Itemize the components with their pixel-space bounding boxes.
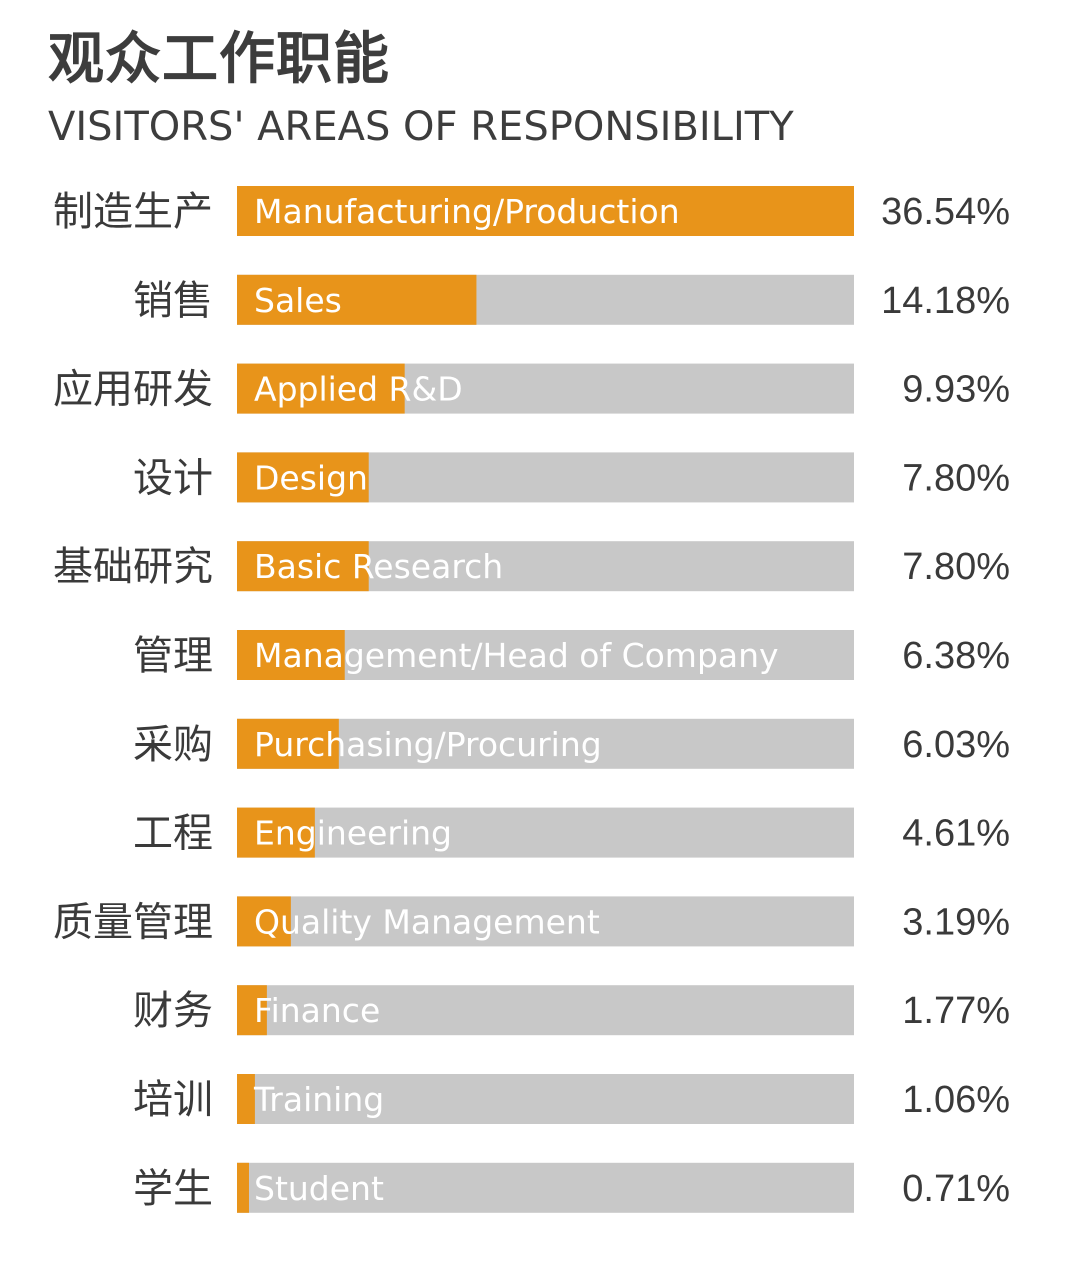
bar xyxy=(237,541,369,592)
category-label-cn: 制造生产 xyxy=(53,189,213,235)
category-label-cn: 学生 xyxy=(133,1166,213,1212)
bar xyxy=(237,363,405,414)
category-label-en: Applied R&D xyxy=(254,370,463,409)
value-label: 0.71% xyxy=(902,1168,1010,1210)
category-label-cn: 管理 xyxy=(133,633,213,679)
bar-track xyxy=(237,896,854,947)
bar-track xyxy=(237,807,854,858)
bar-track xyxy=(237,985,854,1036)
category-label-cn: 设计 xyxy=(133,455,213,501)
category-label-cn: 财务 xyxy=(133,988,213,1034)
page-subtitle: VISITORS' AREAS OF RESPONSIBILITY xyxy=(48,104,794,150)
value-label: 1.77% xyxy=(902,990,1010,1032)
value-label: 7.80% xyxy=(902,546,1010,588)
category-label-en: Training xyxy=(253,1080,384,1119)
category-label-en: Design xyxy=(254,458,368,497)
category-label-en: Student xyxy=(254,1169,384,1208)
bar xyxy=(237,1162,249,1213)
value-label: 14.18% xyxy=(881,280,1010,322)
category-label-cn: 质量管理 xyxy=(53,899,213,945)
value-label: 6.03% xyxy=(902,724,1010,766)
category-label-cn: 工程 xyxy=(133,811,213,857)
value-label: 1.06% xyxy=(902,1079,1010,1121)
value-label: 4.61% xyxy=(902,813,1010,855)
bar-track xyxy=(237,1074,854,1124)
category-label-cn: 采购 xyxy=(133,722,213,768)
category-label-cn: 应用研发 xyxy=(53,367,213,413)
bar xyxy=(237,274,477,325)
value-label: 7.80% xyxy=(902,457,1010,499)
bar xyxy=(237,186,854,236)
category-label-en: Finance xyxy=(254,991,380,1030)
bar xyxy=(237,452,369,503)
bar xyxy=(237,807,315,858)
category-label-en: Management/Head of Company xyxy=(254,636,779,675)
bar xyxy=(237,718,339,769)
bar-track xyxy=(237,718,854,769)
value-label: 3.19% xyxy=(902,901,1010,943)
category-label-cn: 培训 xyxy=(133,1077,213,1123)
bar xyxy=(237,985,267,1036)
bar xyxy=(237,896,291,947)
category-label-en: Purchasing/Procuring xyxy=(254,725,602,764)
category-label-en: Sales xyxy=(254,281,342,320)
value-label: 36.54% xyxy=(881,191,1010,233)
category-label-cn: 销售 xyxy=(133,278,213,324)
value-label: 6.38% xyxy=(902,635,1010,677)
bar xyxy=(237,630,345,680)
bar xyxy=(237,1074,255,1124)
category-label-cn: 基础研究 xyxy=(53,544,213,590)
value-label: 9.93% xyxy=(902,369,1010,411)
category-label-en: Quality Management xyxy=(254,902,600,941)
category-label-en: Basic Research xyxy=(254,547,503,586)
bar-track xyxy=(237,1162,854,1213)
category-label-en: Engineering xyxy=(254,814,452,853)
page-title: 观众工作职能 xyxy=(48,27,390,92)
category-label-en: Manufacturing/Production xyxy=(254,192,680,231)
